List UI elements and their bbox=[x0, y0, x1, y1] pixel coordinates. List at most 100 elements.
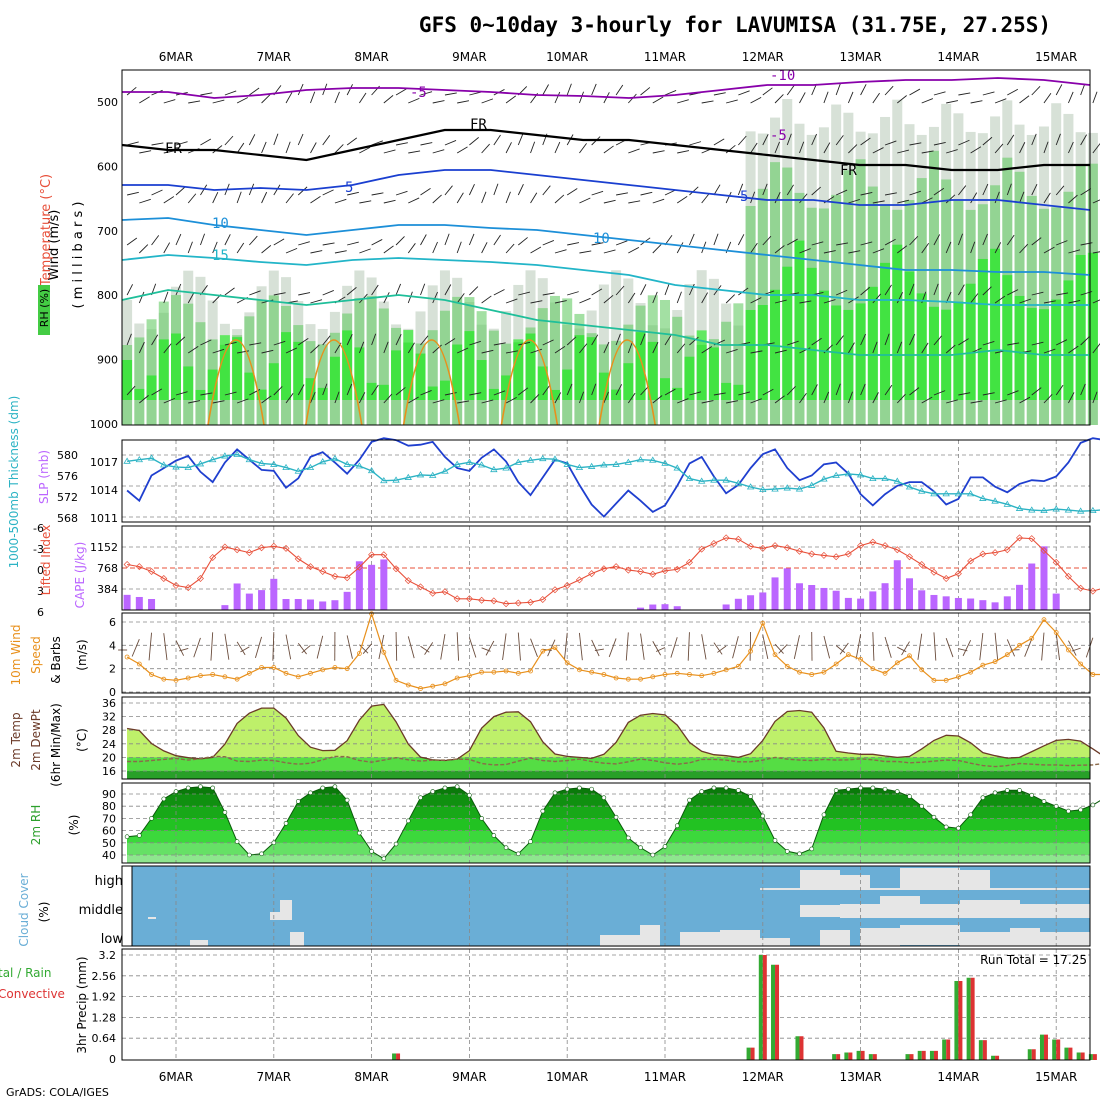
thickness-point bbox=[918, 487, 926, 494]
cape-bar bbox=[808, 585, 816, 610]
wind-barb bbox=[347, 241, 359, 246]
wind-barb bbox=[236, 97, 249, 104]
rh-point bbox=[295, 799, 301, 804]
wind-barb bbox=[163, 343, 172, 354]
wind-barb bbox=[750, 96, 762, 104]
wind-barb bbox=[921, 150, 934, 154]
wind-barb bbox=[811, 337, 822, 346]
li-point bbox=[844, 550, 852, 558]
cape-bar bbox=[148, 599, 156, 610]
thickness-point bbox=[294, 467, 302, 474]
wind-barb bbox=[444, 185, 453, 196]
wind-barb bbox=[1080, 134, 1088, 146]
li-point bbox=[1064, 572, 1072, 580]
wind-barb bbox=[297, 186, 308, 196]
wind-barb bbox=[786, 386, 796, 396]
wind-barb bbox=[1006, 234, 1015, 246]
wind-barb bbox=[334, 144, 344, 154]
rh-band-high bbox=[488, 388, 499, 400]
rh-band-high bbox=[977, 258, 988, 400]
cape-bar bbox=[1040, 546, 1048, 610]
wind-barb bbox=[505, 243, 515, 254]
wind-barb bbox=[640, 191, 653, 196]
date-tick-top: 12MAR bbox=[742, 50, 784, 64]
rh-point bbox=[748, 794, 753, 799]
wind-barb bbox=[407, 342, 415, 354]
thickness-point bbox=[759, 485, 767, 493]
wind-barb bbox=[909, 334, 916, 346]
wind-barb bbox=[139, 150, 152, 154]
axis-label-rh: RH (%) bbox=[38, 289, 51, 327]
legend-convective: Convective bbox=[0, 987, 65, 1001]
li-tick: 6 bbox=[37, 606, 44, 619]
wind-barb bbox=[835, 83, 841, 96]
precip-total-bar bbox=[966, 977, 971, 1060]
li-point bbox=[624, 566, 632, 574]
rh-point bbox=[711, 785, 717, 791]
wind-barb bbox=[383, 245, 394, 254]
li-point bbox=[795, 547, 803, 555]
wind-barb bbox=[212, 99, 225, 104]
wind-barb bbox=[616, 192, 628, 196]
wind-barb bbox=[542, 292, 555, 296]
li-point bbox=[906, 553, 913, 561]
wind-barb-10m bbox=[640, 633, 645, 660]
wind-barb bbox=[273, 340, 286, 346]
thickness-point bbox=[636, 455, 645, 463]
wind-speed-point bbox=[1090, 672, 1096, 677]
rh-point bbox=[956, 825, 961, 831]
wind-barb bbox=[799, 392, 807, 404]
li-point bbox=[478, 596, 486, 604]
wind-barb bbox=[249, 235, 258, 246]
rh-panel-frame bbox=[121, 782, 1091, 864]
wind-barb bbox=[677, 99, 689, 104]
wind-barb-10m bbox=[1041, 632, 1045, 661]
thickness-point bbox=[1040, 506, 1048, 514]
wind-barb bbox=[774, 299, 787, 304]
thickness-point bbox=[135, 455, 144, 463]
rh-band-mid bbox=[562, 298, 573, 425]
wind-barb bbox=[322, 135, 331, 146]
wind-barb bbox=[359, 146, 371, 154]
rh-band-high bbox=[268, 363, 279, 400]
slp-tick: 1011 bbox=[90, 512, 118, 525]
rh-point bbox=[1053, 803, 1059, 809]
axis-label-dewpt: 2m DewPt bbox=[29, 709, 43, 771]
wind-barb bbox=[322, 242, 335, 246]
wind-barb bbox=[420, 142, 433, 146]
wind-barb bbox=[273, 386, 283, 396]
axis-label-thickness: 1000-500mb Thickness (dm) bbox=[7, 396, 21, 569]
wind-barb bbox=[395, 333, 402, 346]
date-tick-top: 14MAR bbox=[937, 50, 979, 64]
li-point bbox=[710, 540, 718, 547]
wind-barb bbox=[1055, 185, 1065, 196]
thickness-point bbox=[930, 490, 938, 497]
wind-barb bbox=[701, 346, 713, 354]
cloud-block bbox=[680, 932, 720, 946]
rh-point bbox=[687, 797, 692, 803]
wind-barb-10m bbox=[835, 645, 846, 653]
pressure-tick: 900 bbox=[97, 354, 118, 367]
wind-barb bbox=[860, 84, 867, 96]
wind-speed-point bbox=[1029, 635, 1035, 641]
precip-total-bar bbox=[991, 1055, 996, 1060]
rh-band-mid bbox=[843, 170, 854, 425]
rh-band-high bbox=[721, 382, 732, 400]
li-point bbox=[893, 546, 901, 554]
cloud-block bbox=[900, 868, 960, 888]
precip-tick: 0.64 bbox=[92, 1032, 117, 1045]
precip-total-bar bbox=[1052, 1039, 1057, 1060]
wind-barb bbox=[884, 384, 893, 396]
li-point bbox=[661, 567, 669, 575]
precip-total-bar bbox=[795, 1036, 800, 1060]
wind-barb bbox=[896, 292, 904, 304]
temp-tick: 24 bbox=[102, 738, 116, 751]
wind-barb bbox=[860, 333, 867, 346]
wind-barb bbox=[970, 146, 982, 154]
wind-barb bbox=[615, 84, 624, 96]
rh-band-high bbox=[391, 350, 402, 400]
li-point bbox=[245, 549, 253, 557]
wind-barb bbox=[1080, 336, 1090, 346]
thickness-point bbox=[465, 458, 474, 465]
thickness-point bbox=[795, 485, 804, 492]
